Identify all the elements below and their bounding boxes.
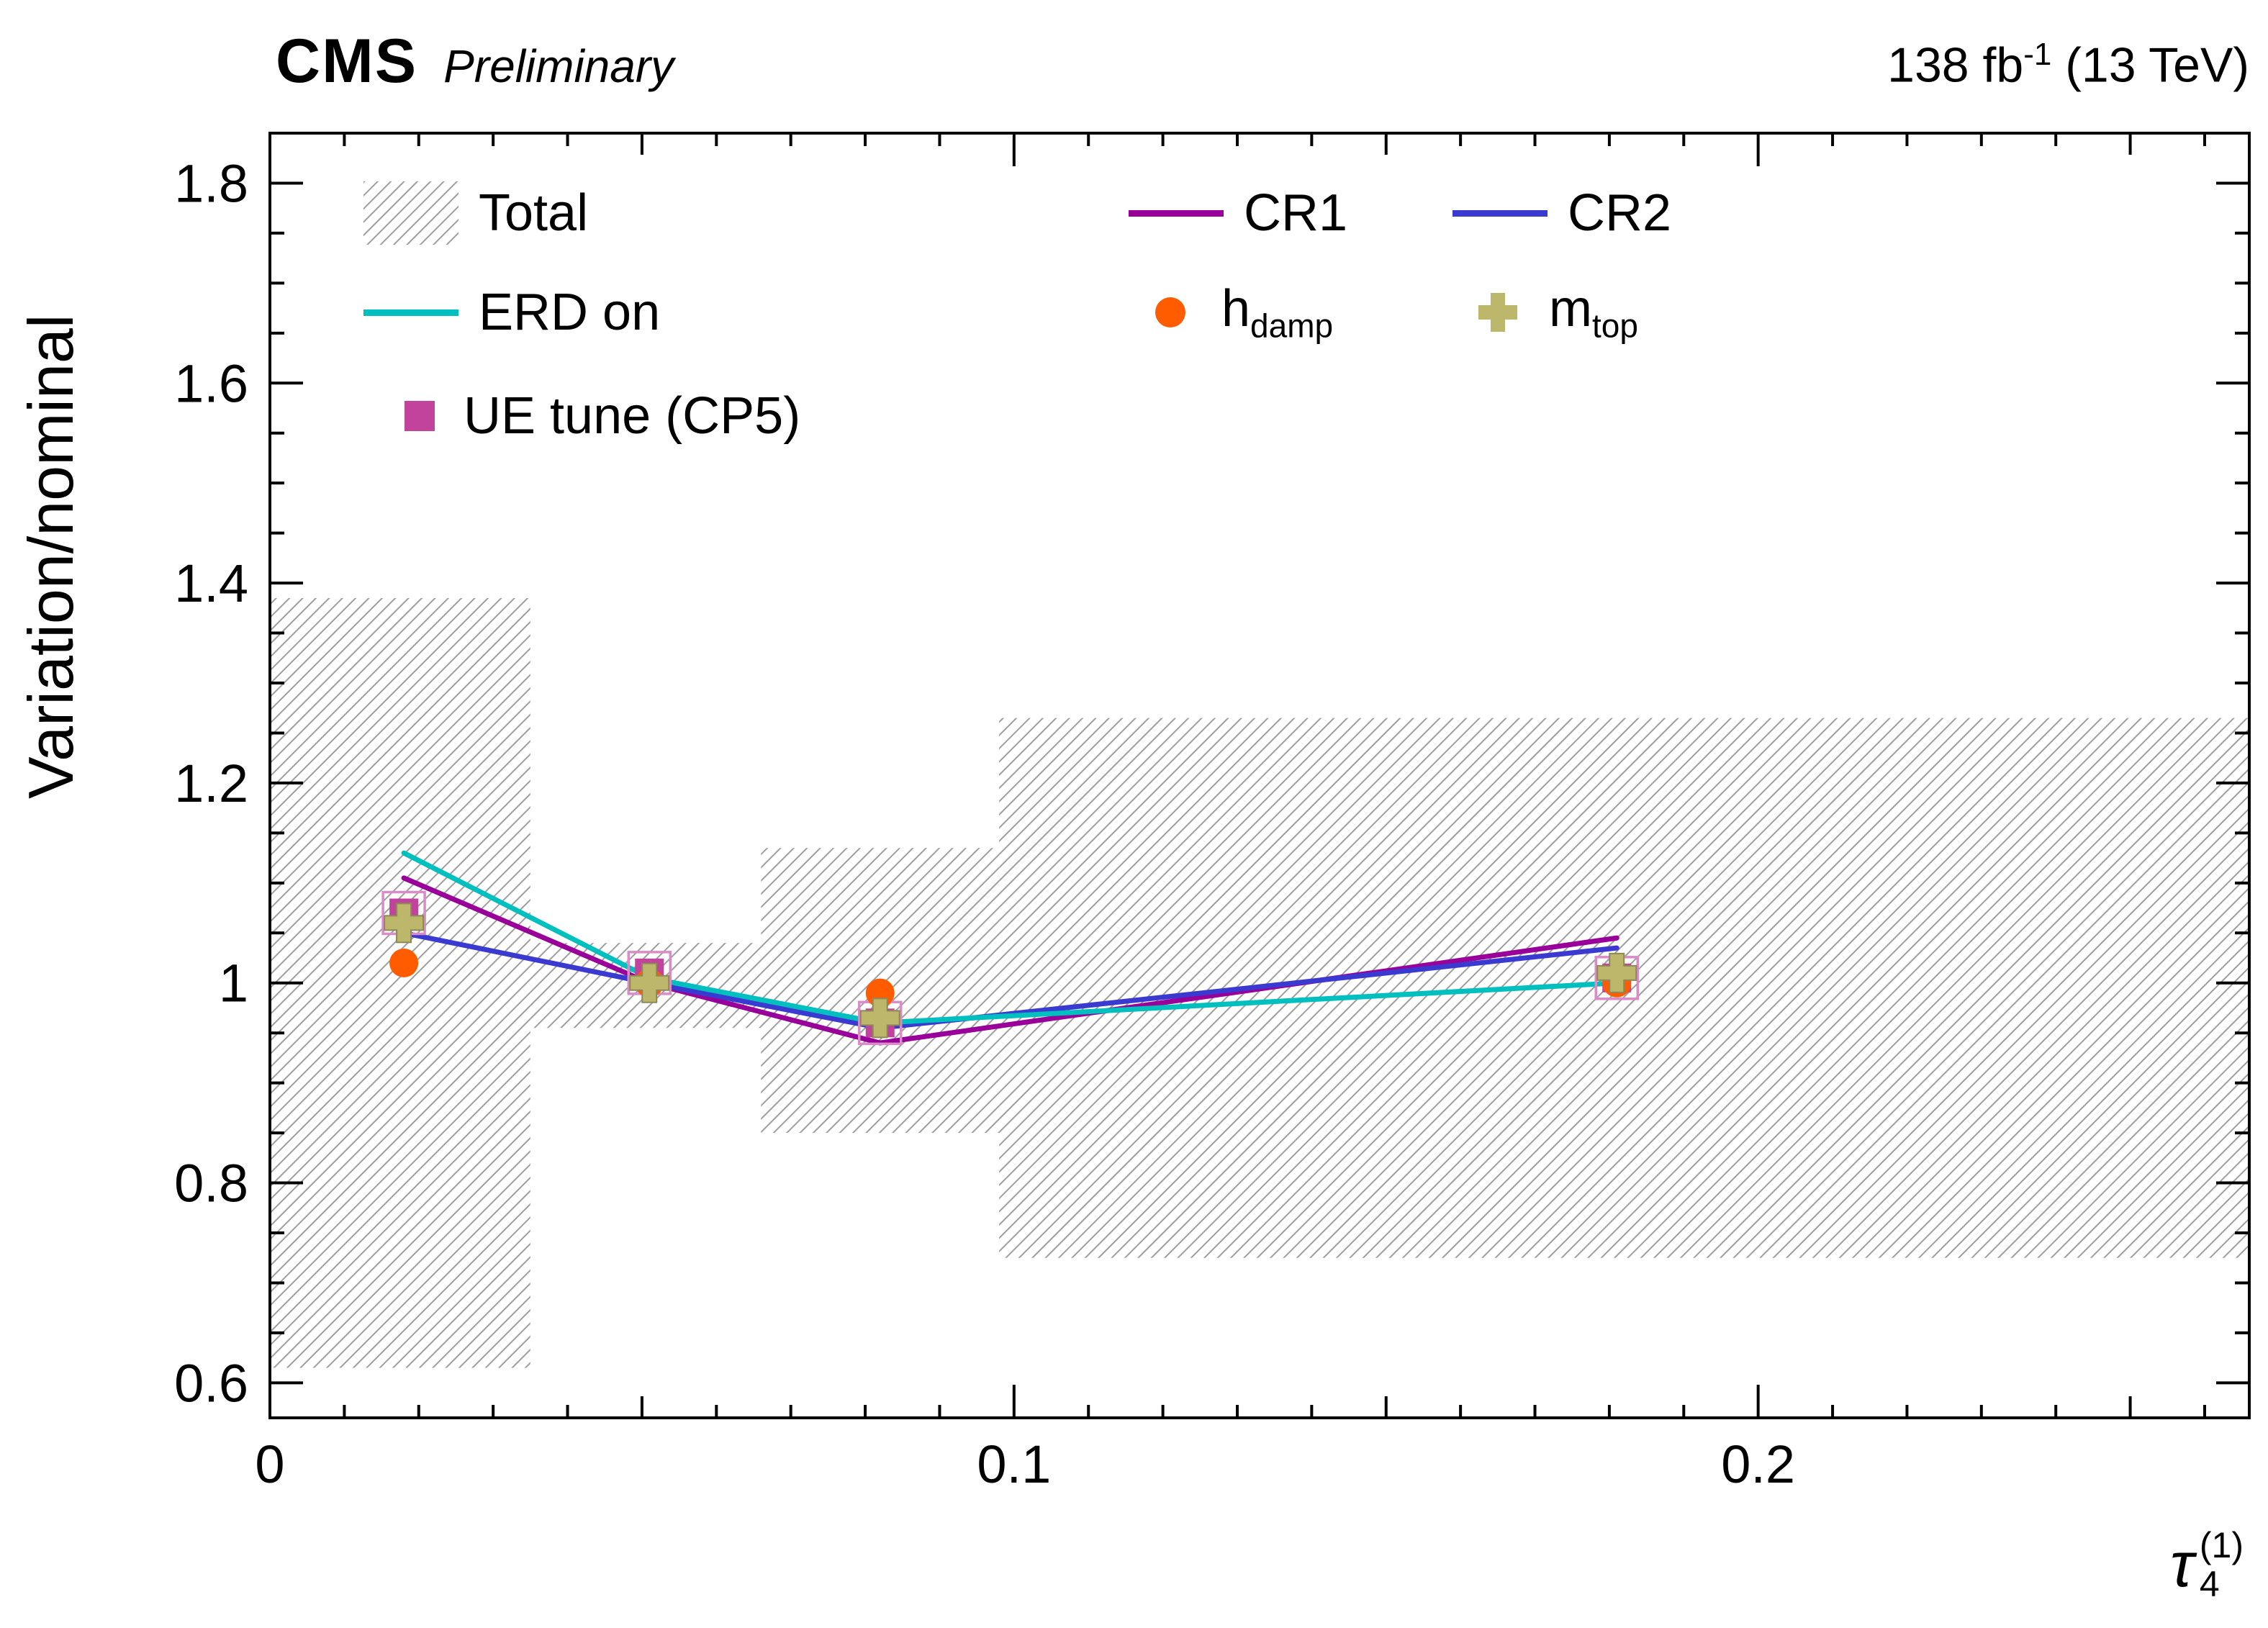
legend-label-erd: ERD on [479, 284, 661, 341]
x-axis-sub-sup: (1) 4 [2200, 1526, 2244, 1604]
x-axis-title: τ (1) 4 [2170, 1526, 2244, 1604]
hdamp-circle-swatch [1155, 297, 1185, 327]
x-axis-subscript: 4 [2199, 1564, 2220, 1604]
legend-item-cr1: CR1 [1129, 180, 1347, 246]
legend-item-mtop: mtop [1467, 279, 1638, 345]
svg-text:0.8: 0.8 [174, 1154, 248, 1213]
svg-text:0.2: 0.2 [1721, 1434, 1795, 1494]
mtop-cross-swatch [1478, 293, 1517, 332]
legend-label-hdamp: hdamp [1221, 280, 1334, 345]
svg-text:1.8: 1.8 [174, 153, 248, 213]
uetune-square-swatch [405, 401, 435, 431]
lumi-exponent: -1 [2023, 37, 2052, 73]
preliminary-label: Preliminary [443, 40, 674, 92]
plot-header: CMS Preliminary 138 fb-1 (13 TeV) [276, 26, 2249, 97]
svg-text:1.6: 1.6 [174, 353, 248, 413]
legend-item-erd: ERD on [363, 279, 660, 345]
svg-text:1.4: 1.4 [174, 553, 248, 613]
x-axis-superscript: (1) [2199, 1525, 2244, 1565]
legend-item-hdamp: hdamp [1139, 279, 1333, 345]
lumi-value: 138 fb [1887, 38, 2024, 93]
legend-label-mtop: mtop [1549, 280, 1638, 345]
total-hatch-swatch [363, 181, 458, 245]
legend-label-uetune: UE tune (CP5) [464, 387, 801, 445]
svg-text:1: 1 [219, 954, 248, 1013]
mtop-cross-bar-v [1491, 293, 1505, 332]
svg-text:1.2: 1.2 [174, 754, 248, 813]
svg-text:0.1: 0.1 [977, 1434, 1051, 1494]
luminosity-label: 138 fb-1 (13 TeV) [1887, 37, 2249, 94]
legend-item-cr2: CR2 [1452, 180, 1671, 246]
legend-item-total: Total [363, 180, 588, 246]
svg-text:0: 0 [255, 1434, 284, 1494]
lumi-energy: (13 TeV) [2051, 38, 2249, 93]
legend-item-uetune: UE tune (CP5) [396, 383, 800, 449]
cr2-line-swatch [1452, 209, 1548, 217]
x-axis-symbol: τ [2169, 1529, 2194, 1600]
legend-label-total: Total [479, 184, 589, 242]
erd-line-swatch [363, 309, 458, 316]
cr1-line-swatch [1129, 209, 1224, 217]
svg-text:0.6: 0.6 [174, 1353, 248, 1413]
y-axis-title: Variation/nominal [15, 314, 86, 799]
legend-label-cr1: CR1 [1244, 184, 1348, 242]
legend-label-cr2: CR2 [1568, 184, 1672, 242]
cms-logo-text: CMS [276, 27, 418, 96]
